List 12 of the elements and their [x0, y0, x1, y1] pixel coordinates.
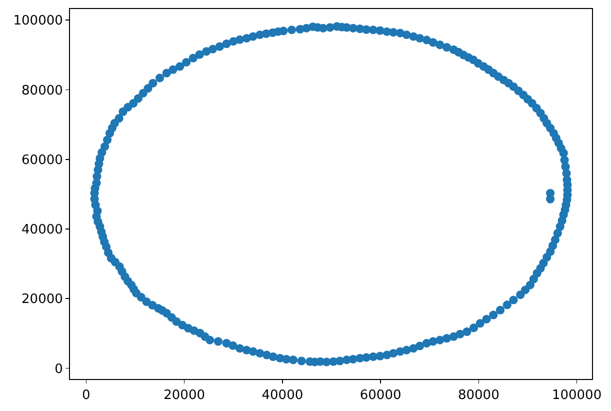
y-tick-label: 80000: [22, 83, 63, 98]
x-tick-label: 80000: [458, 388, 500, 404]
x-tick-label: 0: [82, 388, 90, 404]
x-tick-label: 60000: [360, 388, 402, 404]
x-tick-label: 100000: [552, 388, 602, 404]
y-tick-label: 20000: [22, 292, 63, 308]
y-tick-label: 0: [54, 362, 63, 377]
x-tick-label: 20000: [164, 388, 205, 404]
y-tick-label: 40000: [22, 222, 63, 238]
y-tick-label: 60000: [22, 152, 63, 168]
x-tick-label: 40000: [262, 388, 304, 404]
y-tick-label: 100000: [13, 14, 63, 29]
